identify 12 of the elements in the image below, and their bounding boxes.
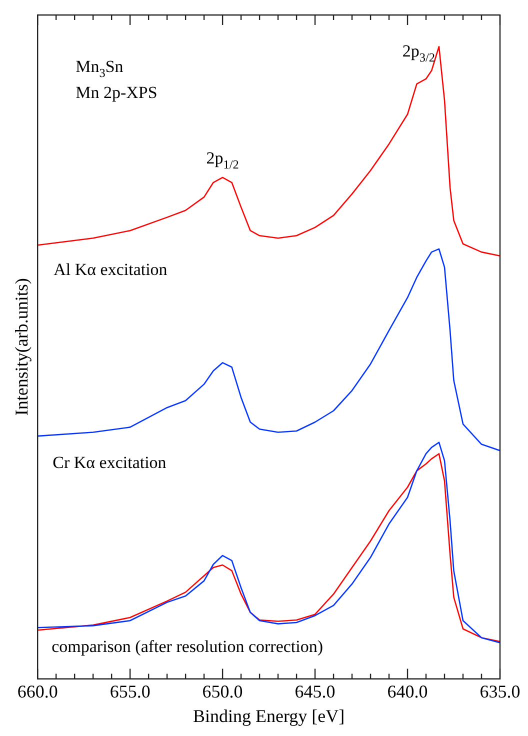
x-tick-label: 650.0 [202,681,243,702]
annotation: Mn 2p-XPS [76,83,158,102]
x-tick-label: 655.0 [110,681,150,702]
x-tick-label: 660.0 [17,681,58,702]
y-axis-title: Intensity(arb.units) [12,278,32,416]
x-tick-label: 635.0 [480,681,520,702]
x-tick-label: 645.0 [294,681,336,702]
annotation: Cr Kα excitation [52,453,167,472]
x-tick-label: 640.0 [387,681,428,702]
annotation: comparison (after resolution correction) [52,637,324,656]
x-axis-title: Binding Energy [eV] [192,706,345,726]
annotation: Al Kα excitation [54,260,168,279]
